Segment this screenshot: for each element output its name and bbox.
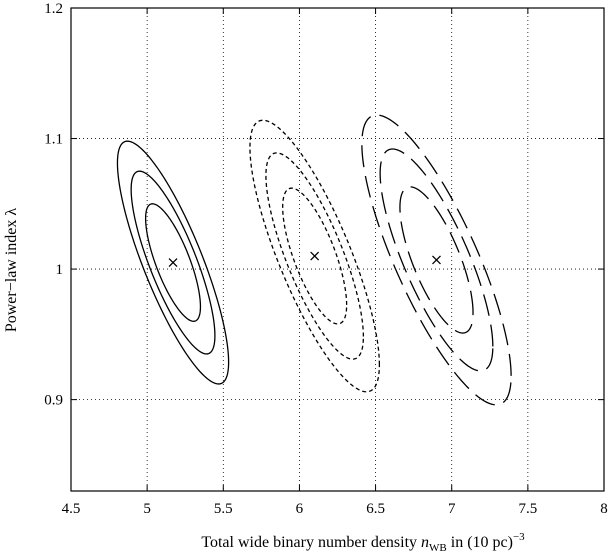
axis-ticks (70, 7, 605, 491)
x-tick-label: 5 (143, 501, 151, 517)
x-axis-title: Total wide binary number density nWB in … (201, 531, 525, 554)
x-tick-labels: 4.5 5 5.5 6 6.5 7 7.5 8 (62, 501, 608, 517)
contour-solid-level-3 (116, 140, 230, 385)
contour-short-dash-level-3 (249, 119, 381, 393)
x-tick-label: 5.5 (214, 501, 233, 517)
y-tick-label: 1.1 (44, 132, 63, 148)
x-axis-title-subscript: WB (429, 542, 447, 554)
plot-frame (70, 7, 605, 492)
y-tick-label: 0.9 (44, 393, 63, 409)
x-tick-label: 8 (600, 501, 608, 517)
y-tick-labels: 0.9 1 1.1 1.2 (44, 1, 63, 409)
x-axis-title-suffix: in (10 pc) (447, 534, 513, 551)
contour-group-long-dash (361, 114, 512, 406)
x-axis-title-symbol: n (421, 534, 429, 551)
contour-solid-level-2 (130, 170, 216, 355)
contour-solid-level-1 (144, 203, 202, 322)
contour-group-solid (116, 140, 230, 385)
y-tick-label: 1 (56, 262, 64, 278)
contour-group-short-dash (249, 119, 381, 393)
contour-long-dash-level-3 (361, 114, 512, 406)
contour-long-dash-level-2 (379, 148, 494, 372)
y-axis-title: Power−law index λ (3, 208, 20, 333)
x-axis-title-main: Total wide binary number density (201, 534, 421, 551)
y-tick-label: 1.2 (44, 1, 63, 17)
x-tick-label: 6.5 (366, 501, 385, 517)
best-fit-marker-long-dash (432, 255, 441, 265)
gridlines (71, 8, 604, 491)
contour-long-dash-level-1 (399, 186, 474, 334)
x-tick-label: 4.5 (62, 501, 81, 517)
best-fit-marker-short-dash (310, 251, 320, 261)
x-tick-label: 7 (448, 501, 456, 517)
best-fit-markers (168, 251, 441, 268)
x-tick-label: 6 (296, 501, 304, 517)
contour-short-dash-level-1 (282, 187, 348, 325)
best-fit-marker-solid (168, 258, 178, 268)
contour-short-dash-level-2 (265, 152, 365, 360)
contour-lines (116, 114, 512, 406)
x-tick-label: 7.5 (518, 501, 537, 517)
x-axis-title-superscript: −3 (513, 531, 525, 543)
